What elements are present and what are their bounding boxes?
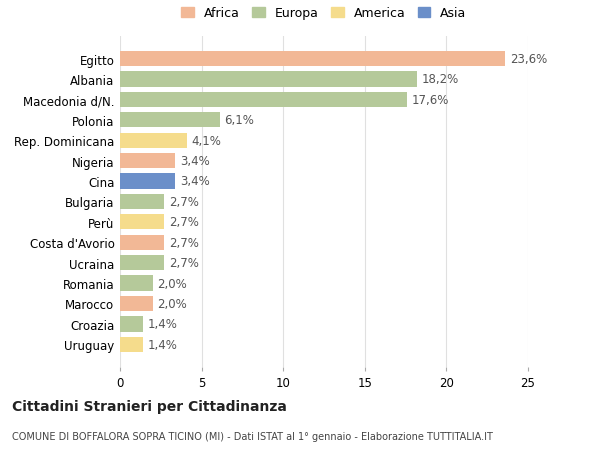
Bar [120, 194, 164, 210]
Text: 2,7%: 2,7% [169, 236, 199, 249]
Text: 2,7%: 2,7% [169, 257, 199, 269]
Bar [120, 255, 164, 271]
Bar [120, 317, 143, 332]
Bar [120, 113, 220, 128]
Text: 6,1%: 6,1% [224, 114, 254, 127]
Text: 2,7%: 2,7% [169, 196, 199, 208]
Bar [120, 92, 407, 108]
Bar [120, 296, 152, 312]
Bar [120, 276, 152, 291]
Text: 2,0%: 2,0% [158, 297, 187, 310]
Bar [120, 235, 164, 250]
Text: COMUNE DI BOFFALORA SOPRA TICINO (MI) - Dati ISTAT al 1° gennaio - Elaborazione : COMUNE DI BOFFALORA SOPRA TICINO (MI) - … [12, 431, 493, 442]
Text: 1,4%: 1,4% [148, 338, 178, 351]
Bar [120, 154, 175, 169]
Bar [120, 52, 505, 67]
Text: 3,4%: 3,4% [181, 175, 210, 188]
Text: 17,6%: 17,6% [412, 94, 449, 106]
Bar [120, 133, 187, 149]
Text: 1,4%: 1,4% [148, 318, 178, 330]
Text: 2,0%: 2,0% [158, 277, 187, 290]
Bar [120, 215, 164, 230]
Text: 3,4%: 3,4% [181, 155, 210, 168]
Bar [120, 72, 417, 87]
Legend: Africa, Europa, America, Asia: Africa, Europa, America, Asia [178, 3, 470, 24]
Text: Cittadini Stranieri per Cittadinanza: Cittadini Stranieri per Cittadinanza [12, 399, 287, 413]
Text: 2,7%: 2,7% [169, 216, 199, 229]
Bar [120, 337, 143, 352]
Text: 18,2%: 18,2% [422, 73, 459, 86]
Text: 23,6%: 23,6% [510, 53, 547, 66]
Text: 4,1%: 4,1% [192, 134, 221, 147]
Bar [120, 174, 175, 189]
